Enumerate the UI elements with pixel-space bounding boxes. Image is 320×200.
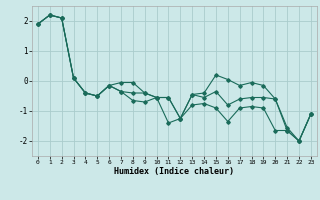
X-axis label: Humidex (Indice chaleur): Humidex (Indice chaleur) bbox=[115, 167, 234, 176]
